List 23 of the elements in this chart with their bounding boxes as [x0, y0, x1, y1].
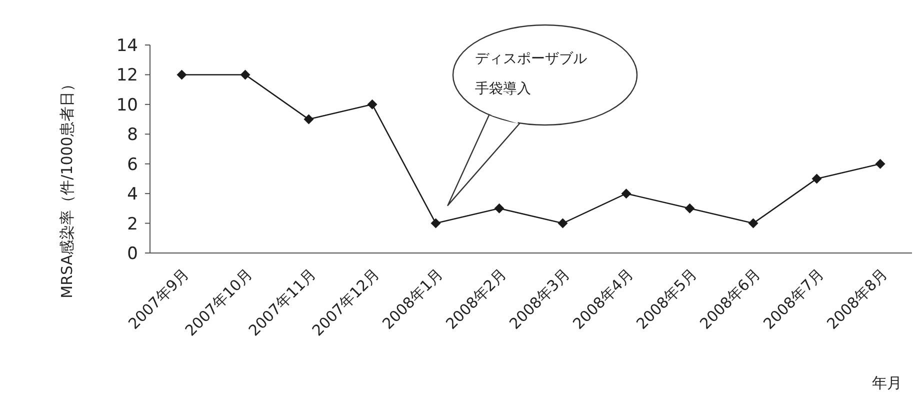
x-axis-title: 年月: [872, 374, 902, 392]
y-tick-label: 10: [116, 95, 138, 116]
point: [494, 203, 504, 214]
point: [748, 218, 758, 228]
annotation: ディスポーザブル手袋導入: [475, 51, 587, 97]
point: [304, 114, 314, 124]
point: [621, 188, 632, 199]
point: [430, 218, 441, 228]
y-tick-label: 8: [127, 125, 138, 146]
point: [812, 174, 822, 184]
point: [176, 70, 187, 80]
point: [684, 203, 695, 214]
y-tick-label: 14: [116, 36, 138, 56]
y-tick-label: 0: [127, 244, 138, 264]
y-axis-title: MRSA感染率（件/1000患者日）: [58, 76, 76, 298]
point: [875, 158, 886, 169]
y-tick-label: 6: [127, 154, 138, 175]
point: [558, 218, 568, 228]
y-tick-label: 12: [116, 66, 138, 86]
y-tick-label: 4: [127, 184, 138, 205]
y-tick-label: 2: [127, 214, 138, 234]
point: [240, 70, 250, 80]
point: [367, 99, 378, 110]
